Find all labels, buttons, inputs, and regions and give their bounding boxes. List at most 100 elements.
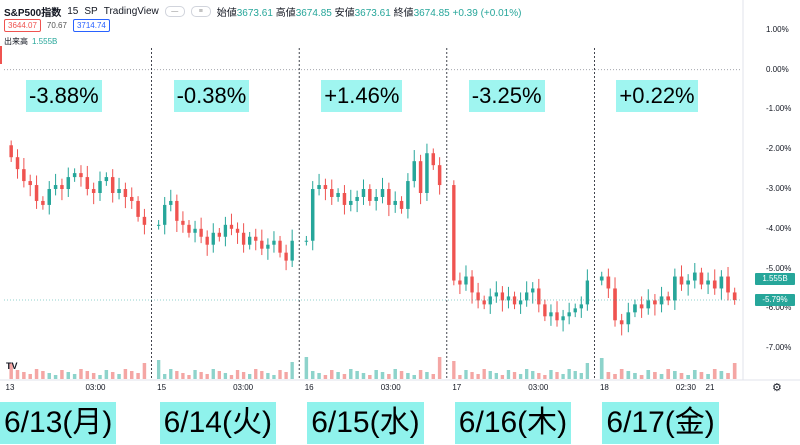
candle: [229, 224, 234, 229]
volume-legend: 出来高 1.555B: [4, 37, 58, 46]
candle: [91, 189, 96, 193]
volume-bar: [512, 372, 517, 379]
eye-icon[interactable]: —: [164, 6, 185, 17]
volume-bar: [368, 375, 372, 379]
interval[interactable]: 15: [67, 6, 79, 17]
candle: [193, 228, 197, 233]
candle: [85, 177, 90, 190]
candle: [72, 173, 77, 178]
candle: [393, 200, 397, 205]
candle: [606, 276, 611, 289]
volume-bar: [91, 373, 96, 379]
volume-bar: [117, 374, 121, 379]
x-tick-label: 18: [599, 383, 609, 392]
candle: [123, 189, 128, 197]
candle: [22, 169, 26, 182]
candle: [53, 185, 58, 190]
volume-bar: [28, 374, 32, 379]
candle: [142, 216, 147, 225]
candle: [470, 276, 474, 293]
x-tick-label: 03:00: [85, 383, 106, 392]
candle: [425, 153, 429, 193]
volume-bar: [699, 372, 704, 379]
candle: [304, 240, 309, 242]
sell-price[interactable]: 3644.07: [4, 19, 41, 32]
candle: [613, 288, 617, 321]
y-axis[interactable]: 1.00% 0.00% -1.00% -2.00% -3.00% -4.00% -5.00%…: [744, 0, 800, 380]
day-change-label: -3.88%: [26, 80, 102, 112]
menu-icon[interactable]: ≡: [190, 6, 211, 17]
candle: [431, 153, 436, 166]
candle: [34, 185, 39, 201]
candle: [380, 189, 385, 197]
candle: [599, 276, 604, 281]
candle: [175, 200, 179, 221]
volume-bar: [679, 373, 684, 379]
candle: [476, 292, 480, 301]
volume-bar: [626, 371, 631, 379]
price-marker: [0, 46, 2, 64]
volume-bar: [666, 369, 671, 379]
volume-bar: [464, 370, 468, 379]
x-tick-label: 03:00: [233, 383, 254, 392]
volume-bar: [355, 371, 359, 379]
volume-bar: [380, 372, 385, 379]
volume-bar: [98, 375, 102, 379]
candle: [506, 296, 511, 301]
x-tick-label: 13: [5, 383, 15, 392]
volume-bar: [506, 370, 511, 379]
candle: [500, 292, 505, 301]
volume-bar: [406, 373, 410, 379]
x-axis[interactable]: 13 03:00 15 03:00 16 03:00 17 03:00 18 02:30 21: [0, 381, 800, 395]
volume-bar: [187, 375, 191, 379]
candle: [169, 200, 173, 205]
candle: [537, 288, 541, 305]
candle: [488, 296, 492, 305]
quote-row: 3644.07 70.67 3714.74: [4, 19, 110, 32]
volume-bar: [573, 371, 577, 379]
exchange: SP: [84, 6, 98, 17]
candle: [278, 240, 282, 253]
volume-bar: [425, 372, 429, 379]
day-change-label: +1.46%: [321, 80, 403, 112]
candle: [47, 189, 51, 205]
volume-bar: [169, 369, 173, 379]
volume-bar: [633, 373, 637, 379]
volume-bar: [235, 370, 240, 379]
volume-bar: [47, 373, 51, 379]
volume-bar: [458, 375, 462, 379]
volume-bar: [317, 373, 321, 379]
day-label: 6/13(月): [0, 402, 117, 444]
volume-bar: [437, 357, 442, 379]
price-chart[interactable]: [0, 0, 800, 400]
y-tick-label: 1.00%: [766, 24, 789, 34]
candle: [437, 165, 442, 186]
tradingview-logo-icon[interactable]: TV: [6, 361, 18, 371]
candle: [406, 181, 410, 209]
day-label: 6/14(火): [159, 402, 276, 444]
volume-bar: [579, 373, 583, 379]
y-tick-label: -1.00%: [766, 104, 792, 114]
candle: [254, 236, 258, 241]
candle: [712, 280, 717, 289]
x-tick-label: 16: [304, 383, 314, 392]
volume-bar: [248, 374, 252, 379]
volume-badge: 1.555B: [755, 273, 795, 286]
volume-bar: [646, 370, 651, 379]
volume-bar: [349, 369, 353, 379]
buy-price[interactable]: 3714.74: [72, 19, 110, 32]
symbol-name[interactable]: S&P500指数: [4, 8, 62, 19]
day-label: 6/15(水): [307, 402, 424, 444]
candle: [639, 304, 644, 309]
day-change-label: -3.25%: [468, 80, 545, 112]
y-tick-label: -7.00%: [766, 343, 792, 353]
day-label: 6/16(木): [454, 402, 572, 444]
candle: [60, 185, 64, 190]
candle: [518, 300, 523, 305]
volume-bar: [254, 369, 258, 379]
volume-bar: [452, 361, 456, 379]
y-tick-label: 0.00%: [766, 64, 789, 74]
gear-icon[interactable]: ⚙: [772, 382, 782, 394]
day-label: 6/17(金): [602, 402, 719, 444]
candle: [361, 189, 366, 197]
